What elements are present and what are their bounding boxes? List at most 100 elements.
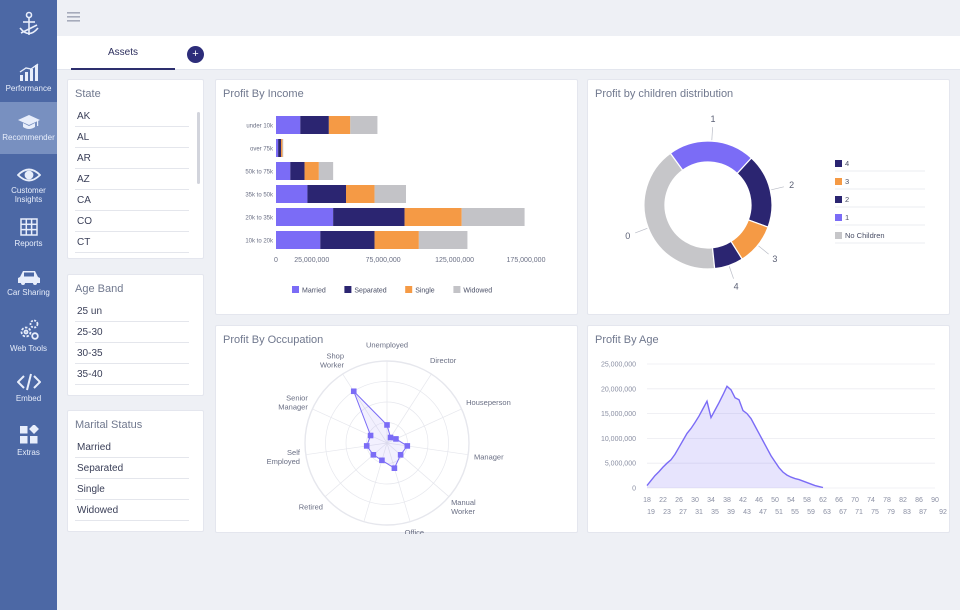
age-x-tick-label: 35 <box>711 509 719 516</box>
income-x-tick-label: 125,000,000 <box>435 257 474 264</box>
code-icon <box>16 373 41 391</box>
radar-data-point <box>404 443 411 449</box>
radar-category-label: Senior Manager <box>278 393 308 411</box>
legend-label: Widowed <box>463 288 492 295</box>
blocks-icon <box>19 425 39 444</box>
sidebar-item-customer-insights[interactable]: Customer Insights <box>0 160 57 210</box>
radar-data-point <box>391 465 398 471</box>
income-category-label: 20k to 35k <box>245 216 274 222</box>
hamburger-menu-icon[interactable] <box>67 12 80 22</box>
sidebar-item-label: Recommender <box>2 133 55 142</box>
list-item[interactable]: 35-40 <box>75 364 189 385</box>
list-item[interactable]: AR <box>75 148 189 169</box>
radar-category-label-line: Unemployed <box>366 341 408 350</box>
sidebar-item-label: Car Sharing <box>7 288 50 297</box>
age-x-tick-label: 31 <box>695 509 703 516</box>
occupation-chart-card: Profit By Occupation Unemployed Director H… <box>215 325 578 534</box>
sidebar-item-reports[interactable]: Reports <box>0 210 57 256</box>
age-area-fill <box>647 386 823 488</box>
legend-swatch <box>835 214 842 221</box>
children-chart-card: Profit by children distribution 0 1 2 3 4 4 3 2… <box>587 79 950 315</box>
list-item[interactable]: Single <box>75 479 189 500</box>
list-item[interactable]: Widowed <box>75 500 189 521</box>
income-bar-segment <box>374 231 419 249</box>
tab-assets[interactable]: Assets <box>71 36 175 70</box>
radar-category-label-line: Self <box>287 448 301 457</box>
donut-slice-label: 3 <box>772 254 777 264</box>
sidebar-item-web-tools[interactable]: Web Tools <box>0 310 57 362</box>
age-x-tick-label: 92 <box>939 509 947 516</box>
list-item[interactable]: CT <box>75 232 189 253</box>
income-x-tick-label: 25,000,000 <box>294 257 329 264</box>
age-series-line <box>646 385 824 489</box>
radar-category-label: Director <box>430 356 457 365</box>
radar-data-point <box>363 443 370 449</box>
sidebar-item-performance[interactable]: Performance <box>0 54 57 102</box>
age-band-filter-list: 25 un 25-30 30-35 35-40 <box>75 301 189 385</box>
age-x-tick-label: 79 <box>887 509 895 516</box>
app-logo[interactable] <box>0 0 57 48</box>
income-category-label: 50k to 75k <box>245 170 274 176</box>
income-bar-segment <box>281 139 283 157</box>
legend-swatch <box>835 196 842 203</box>
age-x-tick-label: 74 <box>867 497 875 504</box>
list-item[interactable]: AK <box>75 106 189 127</box>
list-item[interactable]: AZ <box>75 169 189 190</box>
graduation-cap-icon <box>17 115 40 129</box>
sidebar-item-car-sharing[interactable]: Car Sharing <box>0 256 57 310</box>
income-x-tick-label: 0 <box>274 257 278 264</box>
age-x-tick-label: 90 <box>931 497 939 504</box>
radar-category-label: Retired <box>299 503 323 512</box>
income-bar-chart: under 10k over 75k 50k to 75k 35k to 50k 20k… <box>245 116 546 295</box>
state-list-scrollbar[interactable] <box>197 112 200 184</box>
list-item[interactable]: 30-35 <box>75 343 189 364</box>
radar-spoke <box>305 442 388 456</box>
age-x-tick-label: 30 <box>691 497 699 504</box>
sidebar-item-label: Embed <box>15 394 42 403</box>
donut-slice <box>736 157 773 228</box>
legend-label: Married <box>302 288 326 295</box>
list-item[interactable]: Separated <box>75 458 189 479</box>
state-filter-list: AK AL AR AZ CA CO CT <box>75 106 189 253</box>
age-x-tick-label: 67 <box>839 509 847 516</box>
legend-label: 4 <box>845 159 849 168</box>
donut-leader-line <box>635 227 648 234</box>
list-item[interactable]: CA <box>75 190 189 211</box>
age-x-tick-label: 78 <box>883 497 891 504</box>
list-item[interactable]: CO <box>75 211 189 232</box>
list-item[interactable]: AL <box>75 127 189 148</box>
radar-spoke <box>386 442 450 497</box>
radar-spoke <box>386 442 411 522</box>
list-item[interactable]: 25-30 <box>75 322 189 343</box>
radar-category-label: Manual Worker <box>451 498 476 516</box>
income-category-label: over 75k <box>250 147 274 153</box>
age-x-tick-label: 39 <box>727 509 735 516</box>
radar-category-label: Houseperson <box>466 398 511 407</box>
age-y-tick-label: 15,000,000 <box>601 411 636 418</box>
radar-data-point <box>370 452 377 458</box>
children-donut-chart: 0 1 2 3 4 4 3 2 1 No Children <box>625 114 925 291</box>
sidebar-item-recommender[interactable]: Recommender <box>0 102 57 154</box>
radar-spoke <box>386 373 432 444</box>
legend-swatch <box>835 178 842 185</box>
radar-category-label: Manager <box>474 452 504 461</box>
income-bar-segment <box>418 231 468 249</box>
sidebar-item-extras[interactable]: Extras <box>0 414 57 468</box>
radar-spoke <box>312 408 388 444</box>
add-tab-button[interactable]: + <box>187 46 204 63</box>
radar-category-label: Unemployed <box>366 341 408 350</box>
radar-category-label: Professional <box>328 533 370 534</box>
age-x-tick-label: 27 <box>679 509 687 516</box>
radar-category-label-line: Manager <box>474 452 504 461</box>
radar-category-label-line: Shop <box>326 352 344 361</box>
age-x-tick-label: 82 <box>899 497 907 504</box>
donut-slice <box>711 240 743 270</box>
radar-category-label-line: Office <box>405 528 424 534</box>
list-item[interactable]: Married <box>75 437 189 458</box>
age-x-tick-label: 62 <box>819 497 827 504</box>
age-x-tick-label: 43 <box>743 509 751 516</box>
age-x-tick-label: 38 <box>723 497 731 504</box>
list-item[interactable]: 25 un <box>75 301 189 322</box>
sidebar-item-embed[interactable]: Embed <box>0 362 57 414</box>
legend-label: 2 <box>845 195 849 204</box>
